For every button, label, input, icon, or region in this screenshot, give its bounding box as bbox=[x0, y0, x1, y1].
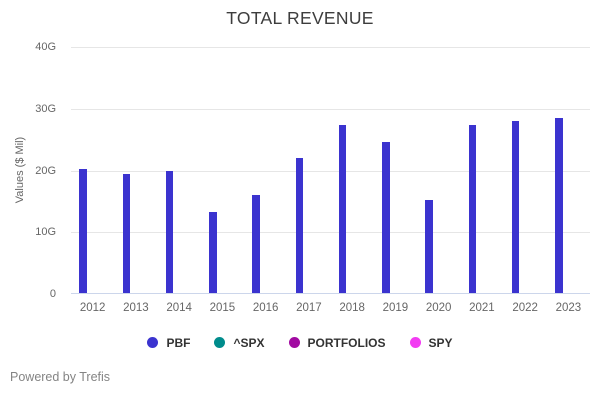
bar-pbf-2015[interactable] bbox=[209, 212, 217, 293]
bar-pbf-2013[interactable] bbox=[122, 174, 131, 293]
x-tick-2023: 2023 bbox=[555, 302, 582, 314]
bar-pbf-2021[interactable] bbox=[468, 125, 477, 293]
bar-pbf-2014[interactable] bbox=[165, 170, 174, 293]
legend-label: PBF bbox=[166, 335, 191, 350]
bar-pbf-2023[interactable] bbox=[555, 117, 563, 293]
chart-title: TOTAL REVENUE bbox=[226, 8, 374, 28]
bar-pbf-2022[interactable] bbox=[511, 121, 520, 293]
legend-item-portfolios[interactable]: PORTFOLIOS bbox=[288, 335, 386, 350]
x-tick-2022: 2022 bbox=[512, 302, 538, 314]
x-tick-2018: 2018 bbox=[339, 302, 365, 314]
plot-area bbox=[71, 47, 590, 294]
y-axis: 0 10G 20G 30G 40G bbox=[0, 41, 56, 300]
legend-marker-icon bbox=[409, 337, 421, 348]
legend-marker-icon bbox=[214, 337, 226, 348]
legend-label: ^SPX bbox=[233, 335, 265, 350]
x-tick-2012: 2012 bbox=[79, 302, 106, 314]
legend: PBF ^SPX PORTFOLIOS SPY bbox=[0, 335, 600, 350]
powered-by-trefis: Powered by Trefis bbox=[10, 370, 111, 384]
y-tick-10g: 10G bbox=[35, 226, 56, 239]
legend-marker-icon bbox=[288, 337, 300, 348]
bar-pbf-2019[interactable] bbox=[382, 141, 390, 293]
legend-label: SPY bbox=[428, 335, 453, 350]
gridline-20g bbox=[71, 170, 590, 172]
y-tick-0: 0 bbox=[49, 288, 56, 300]
legend-item-pbf[interactable]: PBF bbox=[147, 336, 190, 350]
gridline-10g bbox=[71, 232, 590, 234]
x-tick-2020: 2020 bbox=[425, 302, 452, 314]
y-tick-40g: 40G bbox=[35, 41, 56, 53]
legend-item-spx[interactable]: ^SPX bbox=[214, 335, 265, 350]
x-axis: 2012 2013 2014 2015 2016 2017 2018 2019 2020 2021… bbox=[71, 302, 590, 316]
x-tick-2014: 2014 bbox=[166, 302, 192, 314]
y-tick-20g: 20G bbox=[35, 164, 56, 177]
bar-pbf-2016[interactable] bbox=[252, 194, 260, 293]
gridline-40g bbox=[71, 47, 590, 48]
x-tick-2021: 2021 bbox=[469, 302, 495, 314]
legend-label: PORTFOLIOS bbox=[307, 335, 386, 350]
bar-pbf-2020[interactable] bbox=[425, 199, 433, 293]
x-tick-2016: 2016 bbox=[252, 302, 279, 314]
legend-item-spy[interactable]: SPY bbox=[409, 335, 453, 350]
bar-pbf-2017[interactable] bbox=[295, 158, 304, 293]
x-tick-2013: 2013 bbox=[123, 302, 149, 314]
y-tick-30g: 30G bbox=[35, 102, 56, 115]
legend-marker-icon bbox=[147, 337, 159, 348]
bar-pbf-2012[interactable] bbox=[79, 168, 87, 293]
x-axis-line bbox=[71, 293, 590, 294]
bar-pbf-2018[interactable] bbox=[338, 125, 347, 293]
x-tick-2019: 2019 bbox=[382, 302, 409, 314]
x-tick-2015: 2015 bbox=[209, 302, 236, 314]
x-tick-2017: 2017 bbox=[296, 302, 322, 314]
gridline-30g bbox=[71, 108, 590, 110]
